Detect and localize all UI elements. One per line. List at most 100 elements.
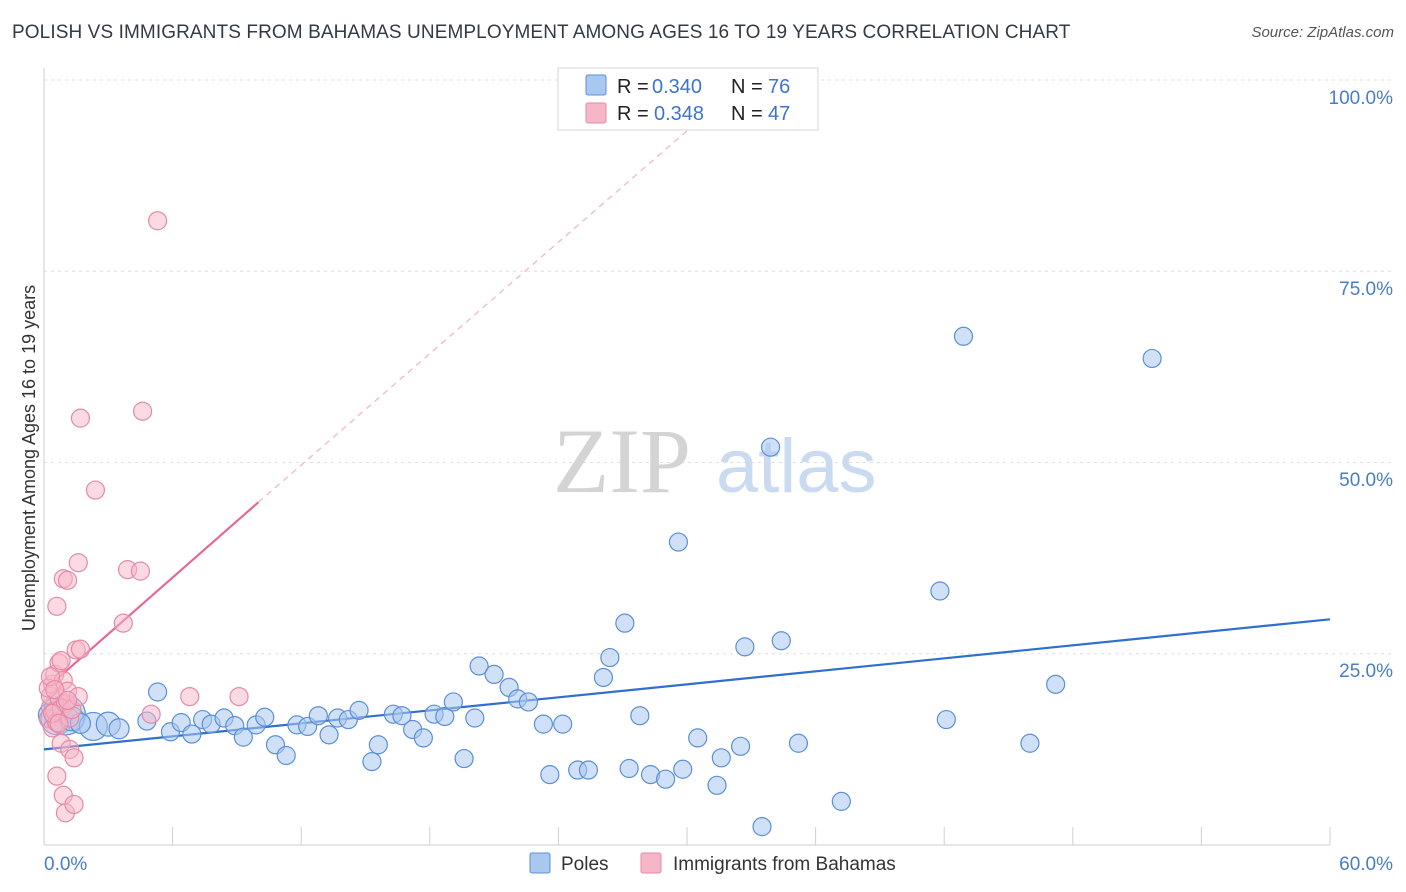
bahamas-point bbox=[147, 211, 168, 231]
poles-point bbox=[930, 581, 950, 601]
poles-point bbox=[518, 692, 538, 712]
source-credit: Source: ZipAtlas.com bbox=[1251, 24, 1394, 41]
chart-title: POLISH VS IMMIGRANTS FROM BAHAMAS UNEMPL… bbox=[12, 22, 1071, 43]
poles-point bbox=[735, 637, 755, 657]
poles-point bbox=[711, 748, 731, 768]
bottom-legend-swatch-bahamas bbox=[640, 852, 662, 874]
poles-point bbox=[936, 709, 956, 730]
data-points bbox=[37, 211, 1162, 837]
poles-point bbox=[108, 718, 130, 740]
poles-point bbox=[771, 631, 791, 651]
legend-n-label-bahamas: N = bbox=[731, 103, 763, 125]
poles-point bbox=[553, 714, 573, 734]
poles-point bbox=[413, 728, 433, 748]
poles-point bbox=[1020, 733, 1040, 753]
bahamas-point bbox=[68, 553, 88, 573]
bahamas-point bbox=[45, 680, 65, 700]
legend-r-label-bahamas: R = bbox=[617, 103, 649, 125]
series-legend: Poles Immigrants from Bahamas bbox=[529, 852, 896, 875]
poles-point bbox=[630, 706, 650, 726]
poles-point bbox=[233, 727, 253, 747]
poles-point bbox=[435, 706, 455, 727]
bahamas-trend-line bbox=[43, 501, 260, 692]
poles-point bbox=[276, 745, 296, 766]
y-tick-label-100: 100.0% bbox=[1329, 88, 1394, 109]
bahamas-point bbox=[64, 794, 84, 815]
poles-point bbox=[533, 714, 553, 734]
bahamas-point bbox=[70, 408, 91, 428]
poles-point bbox=[392, 706, 412, 726]
poles-point bbox=[673, 759, 693, 779]
bottom-legend-label-poles: Poles bbox=[561, 854, 609, 875]
legend-r-value-bahamas: 0.348 bbox=[654, 103, 704, 125]
poles-point bbox=[953, 326, 974, 346]
bahamas-point bbox=[85, 480, 106, 500]
poles-point bbox=[349, 700, 369, 720]
gridlines bbox=[44, 79, 1392, 655]
poles-point bbox=[593, 667, 614, 688]
watermark-zip: ZIP bbox=[553, 410, 691, 512]
bottom-legend-label-bahamas: Immigrants from Bahamas bbox=[673, 854, 896, 875]
x-tick-label-min: 0.0% bbox=[44, 854, 87, 875]
bahamas-point bbox=[57, 690, 78, 711]
poles-point bbox=[619, 758, 639, 779]
stats-legend: R = 0.340 N = 76 R = 0.348 N = 47 bbox=[557, 67, 819, 131]
y-tick-label-25: 25.0% bbox=[1339, 661, 1393, 682]
legend-swatch-bahamas bbox=[585, 102, 607, 124]
poles-point bbox=[454, 748, 474, 769]
y-tick-label-75: 75.0% bbox=[1339, 279, 1393, 300]
poles-point bbox=[368, 735, 388, 755]
x-tick-label-max: 60.0% bbox=[1339, 854, 1393, 875]
poles-point bbox=[147, 682, 168, 702]
bahamas-point bbox=[47, 596, 67, 616]
bahamas-point bbox=[113, 613, 133, 633]
poles-point bbox=[707, 775, 727, 795]
bahamas-point bbox=[57, 570, 78, 590]
bahamas-point bbox=[47, 766, 67, 786]
legend-swatch-poles bbox=[585, 74, 607, 96]
poles-point bbox=[688, 728, 708, 748]
poles-point bbox=[655, 769, 676, 789]
bahamas-trend-extension bbox=[257, 102, 720, 503]
poles-point bbox=[465, 708, 485, 728]
poles-point bbox=[469, 656, 489, 676]
poles-point bbox=[182, 724, 202, 744]
bahamas-point bbox=[180, 686, 200, 707]
legend-n-value-poles: 76 bbox=[768, 76, 790, 98]
poles-point bbox=[730, 736, 751, 756]
poles-point bbox=[578, 760, 599, 780]
poles-point bbox=[600, 647, 620, 668]
watermark-atlas: atlas bbox=[716, 424, 877, 509]
poles-point bbox=[540, 765, 560, 785]
poles-point bbox=[668, 532, 689, 552]
bahamas-point bbox=[49, 713, 69, 733]
bahamas-point bbox=[130, 561, 151, 581]
poles-point bbox=[1142, 348, 1162, 369]
bahamas-point bbox=[229, 686, 249, 707]
bahamas-point bbox=[132, 401, 153, 421]
poles-point bbox=[484, 664, 504, 685]
poles-point bbox=[1046, 674, 1066, 694]
poles-point bbox=[752, 817, 772, 837]
poles-point bbox=[760, 437, 781, 457]
legend-n-value-bahamas: 47 bbox=[768, 103, 790, 125]
legend-n-label-poles: N = bbox=[731, 76, 763, 98]
poles-point bbox=[788, 733, 809, 753]
y-tick-label-50: 50.0% bbox=[1339, 470, 1393, 491]
poles-point bbox=[255, 707, 275, 727]
bottom-legend-swatch-poles bbox=[529, 852, 551, 874]
poles-point bbox=[308, 706, 328, 726]
y-axis-title: Unemployment Among Ages 16 to 19 years bbox=[19, 285, 39, 631]
poles-point bbox=[443, 692, 463, 712]
bahamas-point bbox=[64, 748, 84, 768]
bahamas-point bbox=[70, 639, 91, 659]
bahamas-point bbox=[141, 704, 161, 724]
poles-point bbox=[362, 752, 382, 772]
legend-r-label-poles: R = bbox=[617, 76, 649, 98]
poles-point bbox=[615, 613, 635, 633]
poles-point bbox=[831, 791, 851, 811]
poles-point bbox=[319, 725, 339, 745]
legend-r-value-poles: 0.340 bbox=[652, 76, 702, 98]
bahamas-point bbox=[51, 651, 71, 671]
